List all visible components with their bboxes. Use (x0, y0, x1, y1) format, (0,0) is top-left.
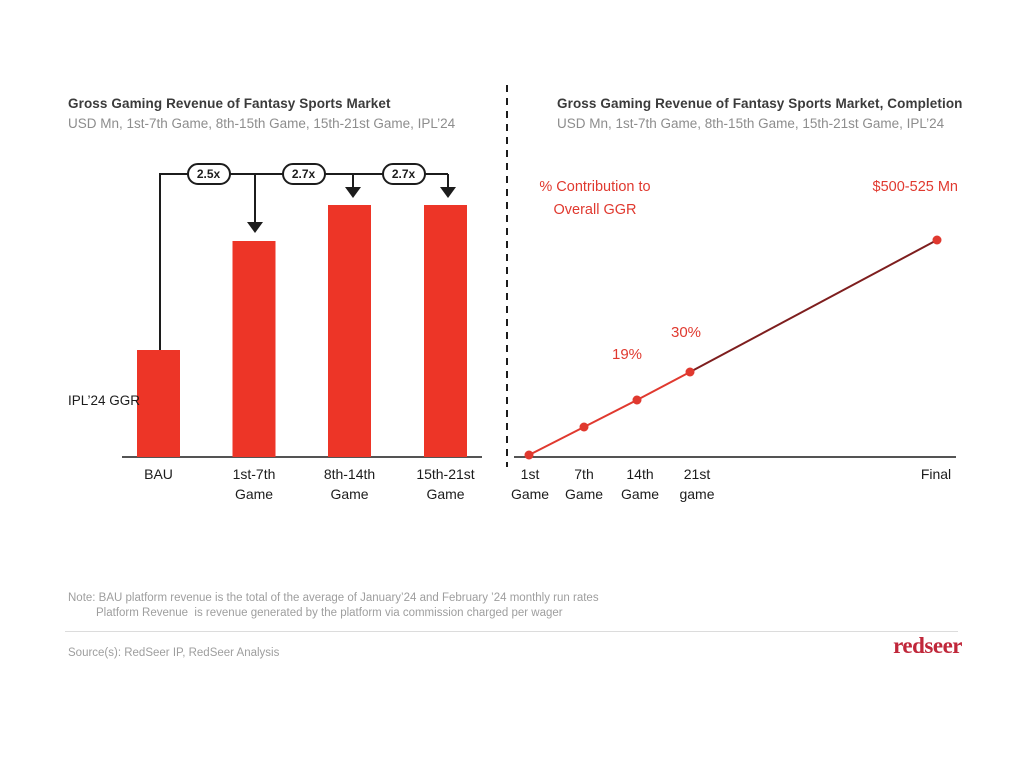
tick-label-line: Game (564, 486, 604, 502)
tick-label-final: Final (921, 464, 951, 484)
ggr-line-early-games (528, 371, 691, 456)
growth-arrow-head-1 (345, 187, 361, 198)
multiplier-pill-1: 2.7x (281, 163, 326, 185)
right-chart-header: Gross Gaming Revenue of Fantasy Sports M… (557, 96, 963, 131)
left-chart-title: Gross Gaming Revenue of Fantasy Sports M… (68, 96, 391, 111)
bar-1st-7th-game (232, 241, 276, 457)
final-range-label: $500-525 Mn (872, 179, 958, 195)
tick-label-14th-game: 14th Game (621, 464, 659, 504)
point-final (932, 235, 942, 245)
contribution-label-21st-game: 30% (670, 324, 702, 341)
bar-label-1st-7th-game: 1st-7th Game (233, 464, 276, 504)
redseer-logo: redseer (893, 633, 962, 658)
tick-label-line: game (679, 486, 715, 502)
note-line-2: Platform Revenue is revenue generated by… (96, 607, 563, 619)
tick-label-line: 14th (626, 466, 654, 482)
right-chart-title: Gross Gaming Revenue of Fantasy Sports M… (557, 96, 963, 111)
right-chart-subtitle: USD Mn, 1st-7th Game, 8th-15th Game, 15t… (557, 116, 945, 131)
bar-bau (137, 350, 180, 457)
tick-label-line: Final (920, 466, 952, 482)
bar-label-bau: BAU (144, 464, 173, 484)
point-7th-game (579, 422, 589, 432)
left-chart-subtitle: USD Mn, 1st-7th Game, 8th-15th Game, 15t… (68, 116, 456, 131)
left-chart-header: Gross Gaming Revenue of Fantasy Sports M… (68, 96, 455, 131)
multiplier-pill-2: 2.7x (381, 163, 426, 185)
bar-8th-14th-game (328, 205, 371, 457)
tick-label-line: Game (620, 486, 660, 502)
multiplier-pill-0: 2.5x (186, 163, 231, 185)
bar-15th-21st-game (424, 205, 467, 457)
tick-label-line: 1st (520, 466, 540, 482)
tick-label-21st-game: 21st game (679, 464, 714, 504)
multiplier-bracket (159, 173, 448, 350)
source-text: Source(s): RedSeer IP, RedSeer Analysis (68, 647, 280, 659)
bar-label-line: Game (234, 486, 274, 502)
pct-contribution-annotation: % Contribution to Overall GGR (537, 176, 653, 222)
bar-label-line: 1st-7th (232, 466, 276, 482)
bar-label-line: Game (426, 486, 465, 502)
point-21st-game (685, 367, 695, 377)
bar-label-line: 8th-14th (323, 466, 376, 482)
growth-arrow-head-0 (247, 222, 263, 233)
point-14th-game (632, 395, 642, 405)
point-1st-game (524, 450, 534, 460)
contribution-label-14th-game: 19% (611, 346, 643, 363)
tick-label-line: Game (510, 486, 550, 502)
tick-label-7th-game: 7th Game (565, 464, 603, 504)
tick-label-line: 21st (683, 466, 711, 482)
tick-label-1st-game: 1st Game (511, 464, 549, 504)
tick-label-line: 7th (574, 466, 594, 482)
bar-label-15th-21st-game: 15th-21st Game (416, 464, 474, 504)
ggr-line-to-final (689, 239, 938, 373)
bar-label-line: BAU (144, 466, 173, 482)
pct-contribution-line2: Overall GGR (553, 202, 637, 218)
bar-label-line: 15th-21st (416, 466, 475, 482)
bar-label-8th-14th-game: 8th-14th Game (324, 464, 375, 504)
growth-arrow-head-2 (440, 187, 456, 198)
pct-contribution-line1: % Contribution to (539, 179, 651, 195)
footer-divider (65, 631, 958, 632)
left-axis-annotation: IPL’24 GGR (68, 393, 141, 408)
note-line-1: Note: BAU platform revenue is the total … (68, 592, 599, 604)
bar-label-line: Game (330, 486, 369, 502)
